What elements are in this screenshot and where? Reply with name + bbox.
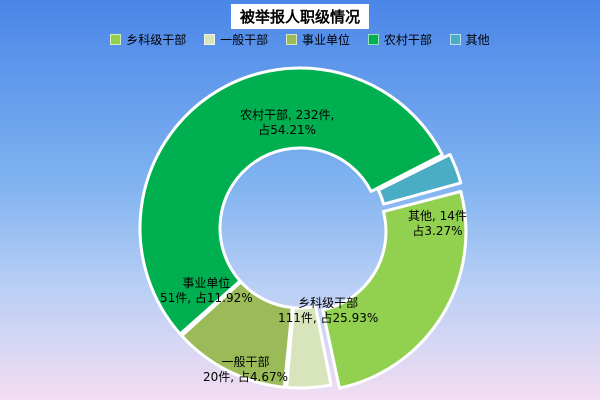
legend-label-0: 乡科级干部	[126, 33, 187, 47]
slice-label-2-line2: 51件, 占11.92%	[160, 291, 253, 305]
donut-slice-4[interactable]	[376, 153, 463, 206]
slice-label-3: 农村干部, 232件, 占54.21%	[240, 108, 334, 138]
legend-item-2[interactable]: 事业单位	[285, 31, 350, 48]
legend-swatch-3	[367, 34, 379, 45]
slice-label-3-line1: 农村干部, 232件,	[240, 108, 335, 122]
donut-slice-1[interactable]	[285, 304, 333, 390]
slice-label-4: 其他, 14件 占3.27%	[408, 209, 467, 239]
slice-label-4-line2: 占3.27%	[412, 224, 463, 238]
legend-label-4: 其他	[465, 33, 490, 47]
legend-swatch-4	[449, 34, 461, 45]
legend: 乡科级干部 一般干部 事业单位 农村干部 其他	[0, 31, 600, 48]
legend-item-1[interactable]: 一般干部	[204, 31, 268, 48]
donut-slice-0[interactable]	[321, 189, 468, 390]
slice-label-0-line2: 111件, 占25.93%	[278, 311, 379, 325]
slice-label-1-line2: 20件, 占4.67%	[203, 370, 289, 384]
legend-label-3: 农村干部	[383, 33, 432, 47]
slice-label-4-line1: 其他, 14件	[408, 209, 467, 223]
slice-label-1: 一般干部 20件, 占4.67%	[203, 355, 288, 385]
donut-slice-3[interactable]	[138, 66, 444, 336]
legend-item-3[interactable]: 农村干部	[367, 31, 432, 48]
slice-label-1-line1: 一般干部	[221, 355, 270, 369]
slice-label-3-line2: 占54.21%	[258, 123, 317, 137]
slice-label-0-line1: 乡科级干部	[298, 296, 359, 310]
legend-swatch-1	[204, 34, 216, 45]
legend-item-0[interactable]: 乡科级干部	[110, 31, 186, 48]
legend-label-1: 一般干部	[220, 33, 269, 47]
legend-item-4[interactable]: 其他	[449, 31, 490, 48]
chart-title: 被举报人职级情况	[230, 4, 370, 29]
legend-swatch-0	[110, 34, 122, 45]
slice-label-2-line1: 事业单位	[182, 276, 231, 290]
legend-label-2: 事业单位	[301, 33, 350, 47]
donut-slice-2[interactable]	[180, 280, 294, 389]
slice-label-0: 乡科级干部 111件, 占25.93%	[278, 296, 378, 326]
slice-label-2: 事业单位 51件, 占11.92%	[160, 276, 253, 306]
legend-swatch-2	[285, 34, 297, 45]
